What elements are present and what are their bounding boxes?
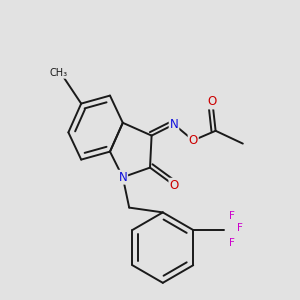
Text: N: N bbox=[118, 171, 127, 184]
Text: N: N bbox=[169, 118, 178, 131]
Text: F: F bbox=[229, 211, 235, 220]
Text: O: O bbox=[208, 95, 217, 109]
Text: F: F bbox=[229, 238, 235, 248]
Text: O: O bbox=[189, 134, 198, 147]
Text: O: O bbox=[169, 179, 178, 192]
Text: F: F bbox=[237, 224, 243, 233]
Text: CH₃: CH₃ bbox=[50, 68, 68, 78]
